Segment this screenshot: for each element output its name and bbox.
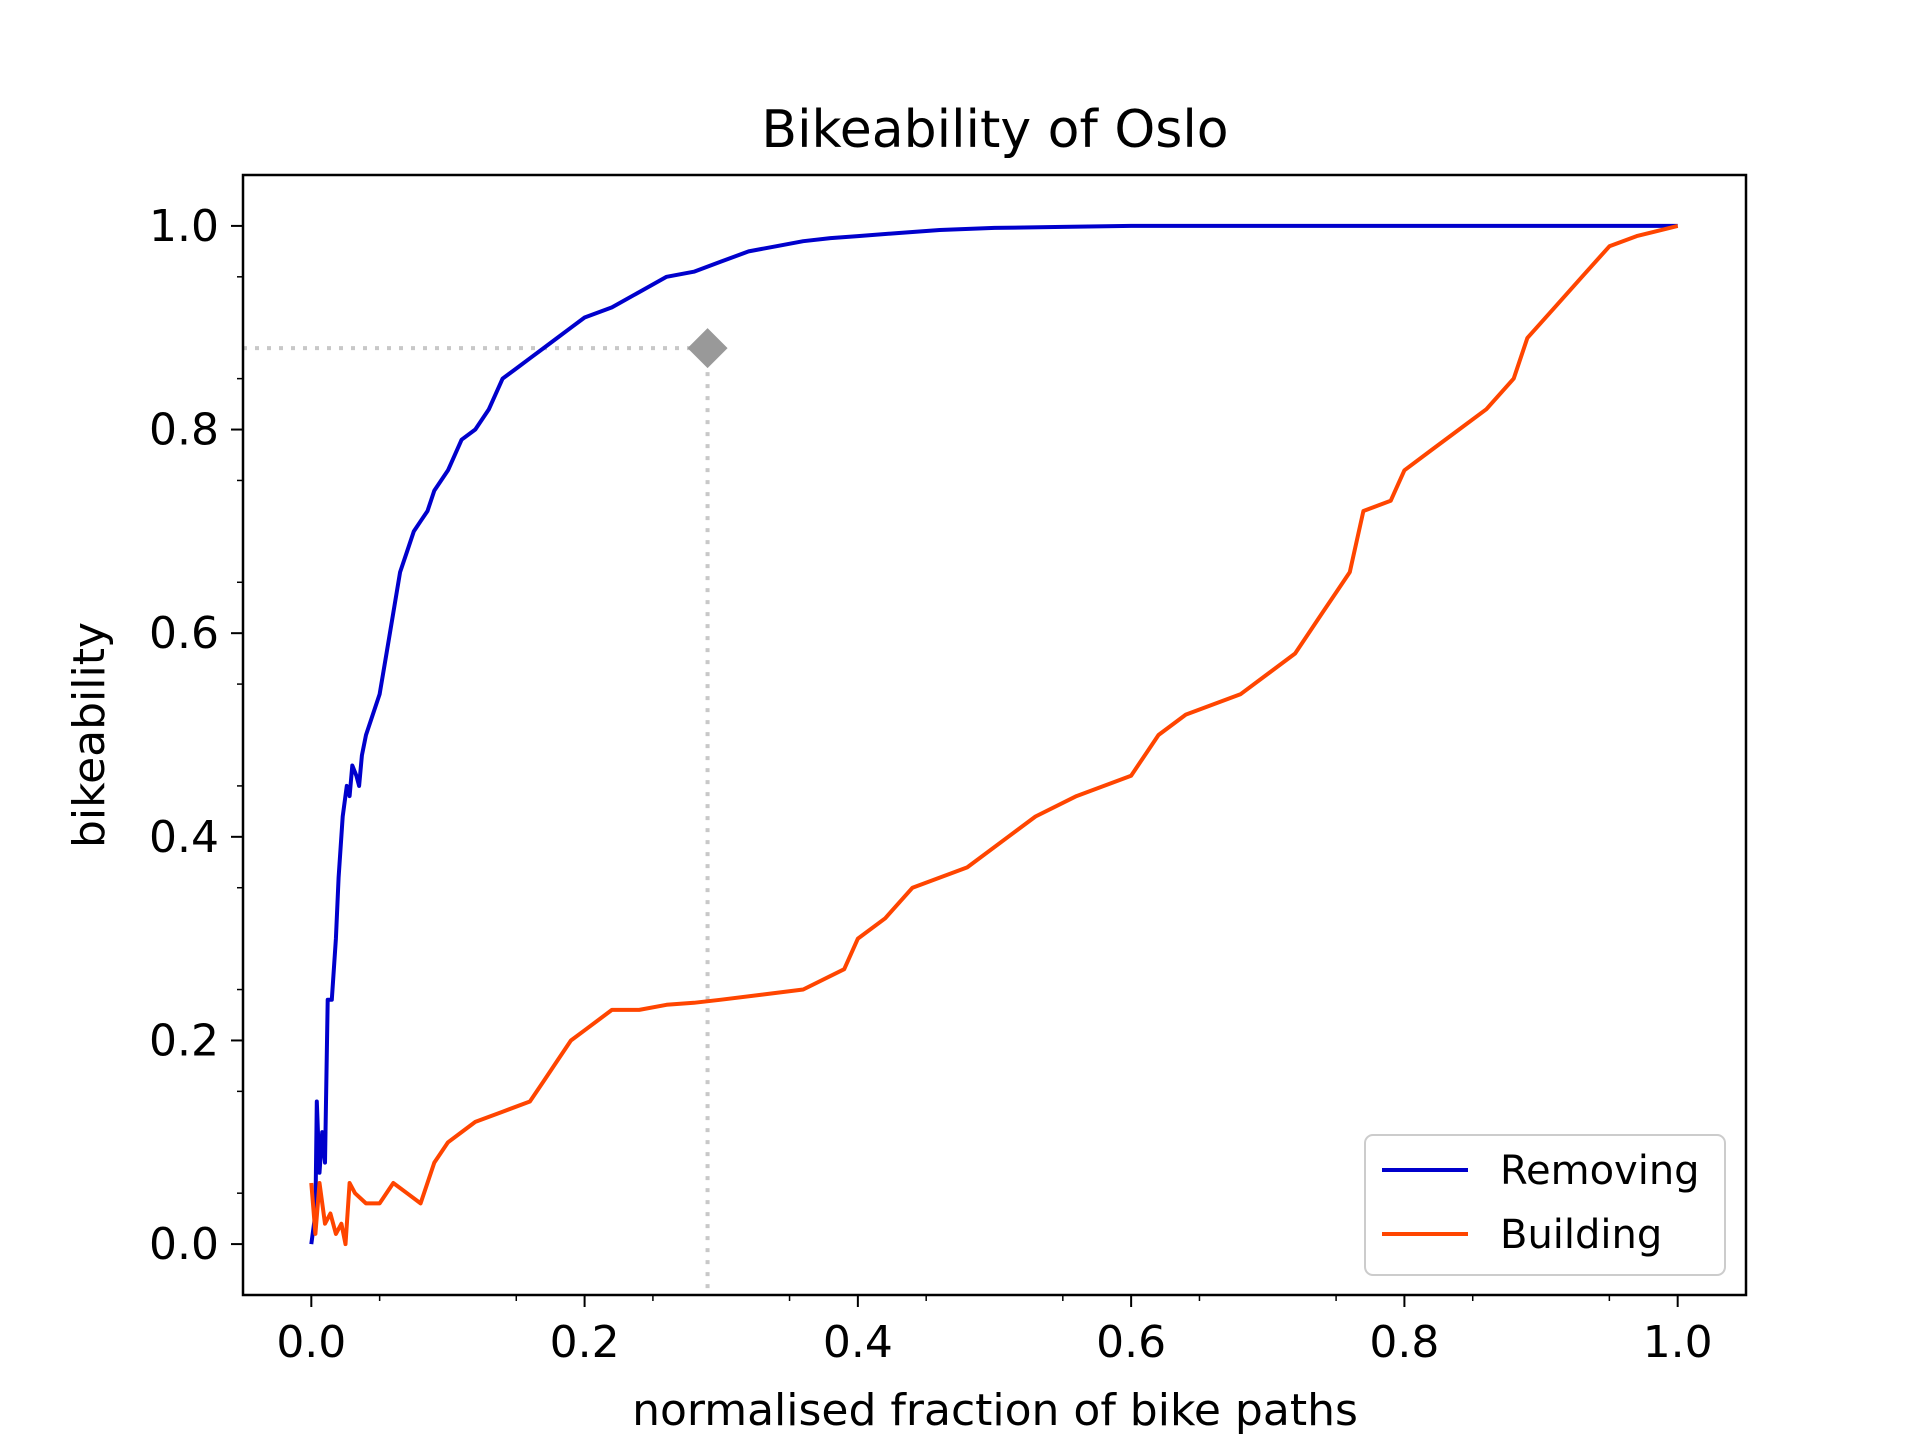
marker-layer (687, 328, 728, 369)
series-line-removing (309, 223, 1678, 1245)
legend-label-building: Building (1500, 1212, 1662, 1258)
series-line-building (309, 223, 1679, 1247)
y-tick-label: 0.6 (149, 608, 219, 659)
y-axis-ticks: 0.0 0.2 0.4 0.6 0.8 1.0 (149, 201, 243, 1270)
legend: Removing Building (1364, 1134, 1726, 1276)
y-tick-label: 1.0 (149, 201, 219, 252)
reference-lines (243, 346, 710, 1295)
chart-title: Bikeability of Oslo (761, 100, 1228, 160)
x-tick-label: 0.8 (1369, 1317, 1439, 1368)
y-axis-label: bikeability (64, 622, 115, 848)
y-tick-label: 0.4 (149, 812, 219, 863)
x-tick-label: 0.2 (550, 1317, 620, 1368)
y-tick-label: 0.0 (149, 1219, 219, 1270)
diamond-marker (687, 328, 728, 369)
legend-label-removing: Removing (1500, 1148, 1700, 1194)
plot-frame (241, 173, 1748, 1297)
series-lines (309, 223, 1679, 1247)
x-tick-label: 0.0 (276, 1317, 346, 1368)
x-tick-label: 0.4 (823, 1317, 893, 1368)
y-tick-label: 0.2 (149, 1015, 219, 1066)
y-tick-label: 0.8 (149, 405, 219, 456)
x-tick-label: 1.0 (1643, 1317, 1713, 1368)
x-axis-ticks: 0.0 0.2 0.4 0.6 0.8 1.0 (276, 1295, 1713, 1368)
x-tick-label: 0.6 (1096, 1317, 1166, 1368)
x-axis-label: normalised fraction of bike paths (632, 1385, 1358, 1436)
